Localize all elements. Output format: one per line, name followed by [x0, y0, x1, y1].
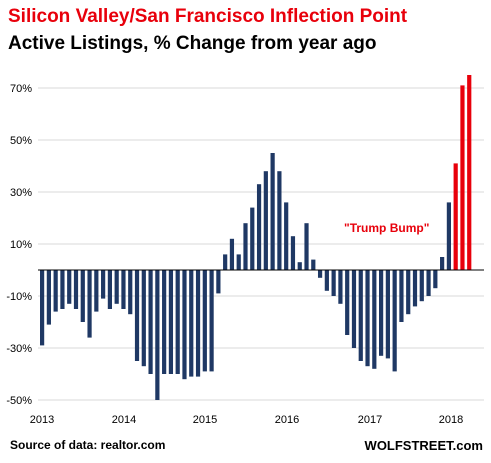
- bar: [304, 223, 309, 270]
- bar: [141, 270, 146, 367]
- x-tick-label: 2014: [112, 414, 136, 426]
- bar: [250, 207, 255, 270]
- grid-lines: [38, 87, 484, 401]
- bar: [40, 270, 45, 346]
- bar: [365, 270, 370, 367]
- bar: [134, 270, 140, 361]
- bar: [73, 270, 79, 309]
- bar: [209, 270, 214, 372]
- bar: [412, 270, 418, 307]
- bar: [229, 238, 235, 270]
- bar: [460, 85, 465, 271]
- y-tick-label: 50%: [10, 135, 32, 147]
- y-tick-label: -10%: [6, 291, 32, 303]
- bar: [453, 163, 458, 270]
- bar: [202, 270, 207, 372]
- bar: [379, 270, 384, 356]
- bar: [216, 270, 221, 294]
- x-tick-label: 2015: [193, 414, 217, 426]
- chart-title: Silicon Valley/San Francisco Inflection …: [8, 6, 408, 27]
- bar: [162, 270, 167, 374]
- bar: [80, 270, 85, 322]
- bar: [290, 236, 296, 270]
- bar: [426, 270, 431, 296]
- bar: [223, 254, 228, 270]
- bar: [182, 270, 187, 380]
- trump-bump-annotation: "Trump Bump": [344, 221, 429, 235]
- bar: [317, 270, 323, 278]
- bar: [467, 75, 472, 270]
- bar: [87, 270, 92, 338]
- bar: [270, 153, 275, 270]
- x-axis-labels: 2013 2014 2015 2016 2017 2018: [30, 414, 463, 426]
- bar: [440, 257, 445, 270]
- bar: [189, 270, 194, 377]
- bar: [358, 270, 363, 361]
- bar: [297, 262, 302, 270]
- bar: [256, 184, 262, 270]
- bar: [277, 171, 282, 270]
- bar: [433, 270, 438, 289]
- x-tick-label: 2017: [358, 414, 382, 426]
- bar: [94, 270, 99, 312]
- y-tick-label: 30%: [10, 187, 32, 199]
- bar: [446, 202, 451, 270]
- bar: [148, 270, 153, 374]
- bar: [168, 270, 174, 374]
- bar: [46, 270, 51, 325]
- bar: [351, 270, 357, 348]
- bar: [53, 270, 58, 312]
- bars: [40, 75, 472, 400]
- source-note: Source of data: realtor.com: [10, 438, 166, 452]
- bar: [324, 270, 329, 291]
- bar: [385, 270, 390, 359]
- y-tick-label: -50%: [6, 395, 32, 407]
- bar: [311, 259, 316, 270]
- bar: [263, 171, 268, 270]
- bar: [236, 254, 241, 270]
- bar: [114, 270, 119, 304]
- bar: [406, 270, 411, 315]
- bar: [60, 270, 65, 309]
- chart-subtitle: Active Listings, % Change from year ago: [8, 33, 377, 54]
- bar: [338, 270, 343, 304]
- x-tick-label: 2013: [30, 414, 54, 426]
- bar: [128, 270, 133, 315]
- bar: [399, 270, 404, 322]
- bar: [419, 270, 424, 302]
- y-tick-label: 70%: [10, 83, 32, 95]
- y-axis-labels: 70% 50% 30% 10% -10% -30% -50%: [6, 83, 32, 407]
- bar: [175, 270, 180, 374]
- y-tick-label: 10%: [10, 239, 32, 251]
- bar: [392, 270, 397, 372]
- bar: [107, 270, 112, 309]
- bar: [195, 270, 201, 377]
- bar: [67, 270, 72, 304]
- bar: [372, 270, 377, 369]
- bar: [243, 223, 248, 270]
- brand-label: WOLFSTREET.com: [364, 438, 483, 453]
- bar: [121, 270, 126, 309]
- bar: [284, 202, 289, 270]
- bar: [101, 270, 106, 299]
- y-tick-label: -30%: [6, 343, 32, 355]
- x-tick-label: 2016: [275, 414, 299, 426]
- bar: [155, 270, 160, 400]
- bar: [345, 270, 350, 335]
- x-tick-label: 2018: [439, 414, 463, 426]
- bar: [331, 270, 336, 296]
